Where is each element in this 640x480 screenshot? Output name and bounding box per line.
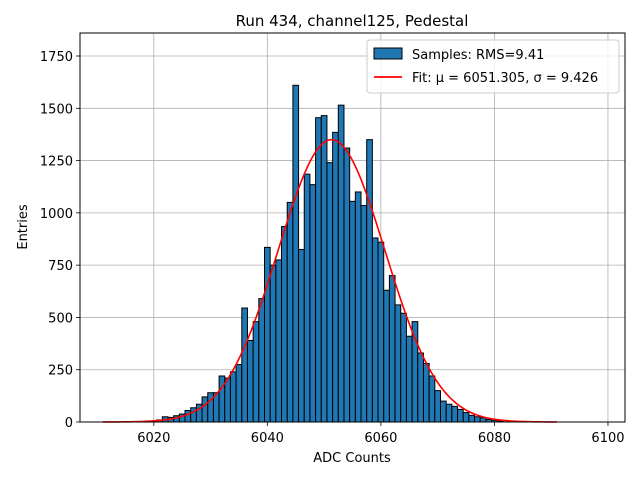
histogram-bar <box>388 275 396 423</box>
chart-title: Run 434, channel125, Pedestal <box>236 12 469 30</box>
histogram-bar <box>422 362 430 423</box>
legend: Samples: RMS=9.41 Fit: μ = 6051.305, σ =… <box>366 39 620 94</box>
histogram-bar <box>360 205 368 423</box>
x-axis-label: ADC Counts <box>313 451 391 466</box>
histogram-bar <box>246 339 254 423</box>
histogram-bar <box>235 363 243 423</box>
histogram-bar <box>445 403 453 423</box>
histogram-bars <box>156 84 504 423</box>
histogram-bar <box>457 408 464 423</box>
histogram-bar <box>451 405 459 423</box>
histogram-bar <box>366 139 373 423</box>
histogram-bar <box>371 237 379 423</box>
legend-box <box>366 39 620 94</box>
histogram-bar <box>315 117 322 423</box>
x-tick-label: 6040 <box>251 431 284 446</box>
histogram-bar <box>326 162 334 423</box>
histogram-bar <box>281 225 288 423</box>
histogram-bar <box>434 390 441 423</box>
plot-frame <box>79 32 626 423</box>
axis-ticks: 6020 6040 6060 6080 6100 0 250 500 750 1000 1250 15… <box>40 50 625 446</box>
histogram-bar <box>264 246 271 423</box>
histogram-bar <box>479 417 487 423</box>
y-tick-label: 750 <box>48 259 73 274</box>
y-axis-label: Entries <box>16 204 31 250</box>
y-tick-label: 1000 <box>40 207 73 222</box>
histogram-bar <box>394 304 402 423</box>
fit-curve <box>102 138 557 423</box>
legend-histogram-swatch <box>373 47 403 60</box>
y-tick-label: 1500 <box>40 102 73 117</box>
histogram-bar <box>354 191 362 423</box>
histogram-bar <box>417 352 424 423</box>
y-tick-label: 1250 <box>40 155 73 170</box>
histogram-bar <box>292 84 300 423</box>
histogram-bar <box>377 241 385 423</box>
histogram-bar <box>400 312 407 423</box>
y-tick-label: 0 <box>65 416 73 431</box>
x-tick-label: 6080 <box>478 431 511 446</box>
histogram-bar <box>298 248 305 423</box>
histogram-bar <box>229 371 237 423</box>
x-tick-label: 6100 <box>591 431 624 446</box>
histogram-bar <box>252 321 260 423</box>
histogram-bar <box>309 184 317 423</box>
histogram-bar <box>462 412 470 423</box>
histogram-bar <box>405 335 413 423</box>
x-tick-label: 6060 <box>364 431 397 446</box>
histogram-bar <box>468 414 476 423</box>
histogram-bar <box>320 115 328 423</box>
histogram-bar <box>439 400 447 423</box>
histogram-bar <box>286 201 294 423</box>
histogram-bar <box>332 131 339 423</box>
histogram-bar <box>258 298 266 423</box>
histogram-bar <box>184 409 192 423</box>
y-tick-label: 250 <box>48 364 73 379</box>
histogram-bar <box>474 416 481 423</box>
legend-fit-label: Fit: μ = 6051.305, σ = 9.426 <box>412 71 598 86</box>
histogram-bar <box>428 375 436 423</box>
y-tick-label: 1750 <box>40 50 73 65</box>
histogram-bar <box>275 259 283 423</box>
x-tick-label: 6020 <box>137 431 170 446</box>
y-tick-label: 500 <box>48 311 73 326</box>
histogram-bar <box>383 289 390 423</box>
legend-histogram-label: Samples: RMS=9.41 <box>412 48 544 63</box>
histogram-bar <box>343 147 351 423</box>
histogram-bar <box>337 104 345 423</box>
histogram-bar <box>201 396 209 423</box>
histogram-bar <box>224 377 231 423</box>
histogram-bar <box>241 307 248 423</box>
histogram-bar <box>303 173 311 423</box>
histogram-bar <box>349 200 356 423</box>
histogram-bar <box>218 375 226 423</box>
histogram-bar <box>269 264 277 423</box>
